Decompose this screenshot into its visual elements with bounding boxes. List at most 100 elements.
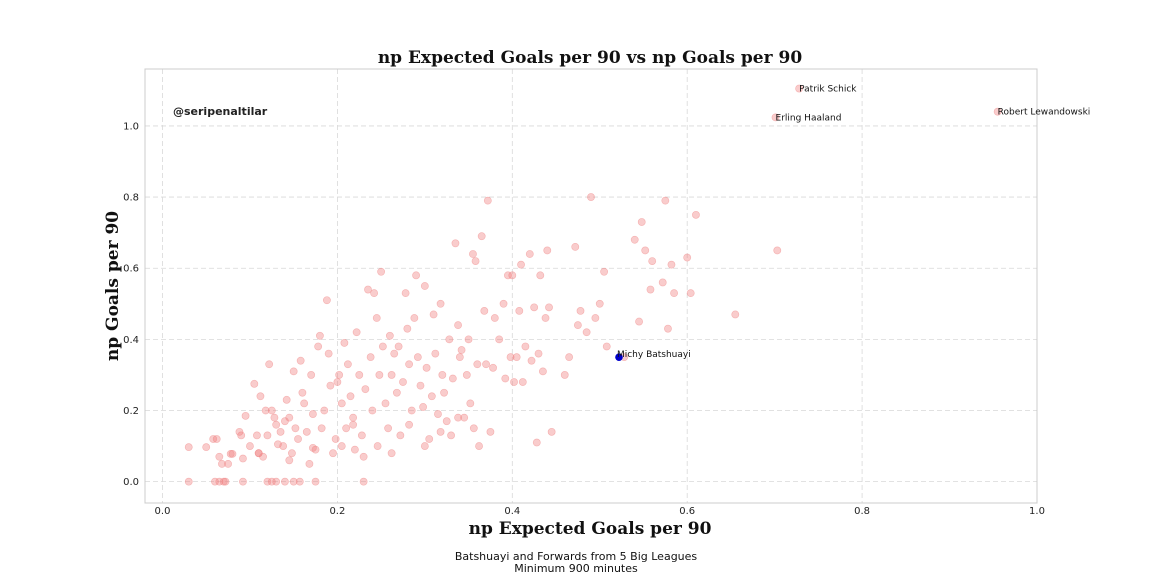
- player-point: [314, 342, 323, 351]
- player-point: [390, 349, 399, 358]
- player-point: [296, 356, 305, 365]
- player-point: [368, 406, 377, 415]
- y-tick-label: 0.8: [123, 193, 139, 204]
- player-point: [480, 307, 489, 315]
- footer-line-2: Minimum 900 minutes: [514, 562, 638, 575]
- player-point: [602, 342, 611, 351]
- x-tick-label: 0.8: [854, 506, 870, 517]
- player-point: [527, 356, 536, 365]
- player-point: [521, 342, 530, 351]
- player-point: [324, 349, 333, 358]
- player-point: [239, 477, 247, 486]
- player-point: [359, 477, 368, 486]
- player-point: [416, 381, 425, 390]
- player-point: [457, 346, 466, 354]
- player-point: [422, 363, 431, 372]
- player-point: [396, 431, 405, 440]
- player-point: [246, 442, 254, 450]
- x-tick-label: 0.6: [679, 506, 695, 517]
- player-point: [219, 477, 228, 486]
- player-point: [518, 378, 527, 386]
- player-point: [483, 196, 492, 205]
- y-tick-label: 0.6: [123, 264, 139, 275]
- player-point: [448, 374, 457, 383]
- player-point: [407, 406, 416, 415]
- player-point: [215, 477, 224, 486]
- player-point: [499, 299, 508, 308]
- x-tick-label: 1.0: [1029, 506, 1045, 517]
- player-point: [346, 392, 355, 401]
- player-point: [349, 413, 358, 422]
- player-point: [683, 253, 692, 262]
- player-point: [560, 371, 569, 379]
- player-point: [471, 257, 480, 265]
- player-point: [460, 413, 469, 422]
- player-point: [387, 371, 396, 379]
- player-point: [307, 371, 316, 379]
- player-point: [646, 285, 655, 294]
- player-point: [565, 353, 574, 362]
- player-point: [532, 438, 541, 447]
- footer-line-1: Batshuayi and Forwards from 5 Big League…: [455, 550, 698, 563]
- player-point: [279, 442, 288, 450]
- player-point: [489, 363, 497, 372]
- player-point: [349, 420, 358, 429]
- player-point: [427, 392, 436, 401]
- player-point: [184, 477, 193, 486]
- player-point: [320, 406, 329, 415]
- player-point: [442, 417, 451, 426]
- player-point: [326, 381, 335, 390]
- points-layer: [184, 193, 782, 486]
- player-point: [587, 193, 595, 201]
- player-point: [184, 443, 193, 452]
- player-point: [731, 310, 740, 319]
- player-point: [212, 435, 221, 443]
- player-point: [413, 353, 422, 362]
- player-point: [517, 260, 525, 269]
- player-point: [350, 445, 359, 454]
- player-point: [289, 367, 298, 376]
- player-point: [473, 360, 482, 369]
- player-point: [469, 250, 477, 258]
- player-point: [571, 242, 580, 251]
- player-point: [235, 427, 244, 436]
- x-tick-label: 0.4: [504, 506, 520, 517]
- player-point: [215, 452, 224, 461]
- player-point: [359, 452, 368, 461]
- player-point: [202, 443, 211, 452]
- player-point: [305, 459, 314, 468]
- player-point: [447, 431, 455, 440]
- player-point: [405, 360, 414, 369]
- player-point: [377, 267, 386, 276]
- player-point: [343, 360, 352, 369]
- player-point: [667, 260, 676, 269]
- player-point: [641, 246, 650, 255]
- player-point: [506, 353, 515, 362]
- ticks-layer: 0.0 0.2 0.4 0.6 0.8 1.0 0.0 0.2 0.4 0.6 0.8 1.0: [123, 121, 1045, 517]
- player-point: [302, 427, 311, 436]
- player-point: [298, 388, 307, 397]
- player-point: [373, 442, 382, 450]
- player-point: [451, 239, 460, 248]
- player-point: [370, 289, 379, 298]
- player-point: [263, 431, 272, 440]
- player-point: [545, 303, 553, 312]
- player-point: [331, 435, 340, 443]
- player-point: [378, 342, 387, 351]
- player-point: [576, 307, 585, 315]
- player-point: [536, 271, 545, 280]
- player-point: [282, 395, 291, 404]
- player-point: [399, 378, 407, 386]
- player-annotation: Patrik Schick: [799, 85, 857, 95]
- player-point: [477, 232, 486, 241]
- player-point: [372, 314, 381, 322]
- player-point: [276, 427, 285, 436]
- player-point: [637, 218, 646, 226]
- player-point: [661, 196, 670, 205]
- player-point: [512, 353, 521, 362]
- player-point: [317, 424, 326, 433]
- player-point: [469, 424, 478, 433]
- player-point: [454, 413, 462, 422]
- player-point: [340, 339, 349, 347]
